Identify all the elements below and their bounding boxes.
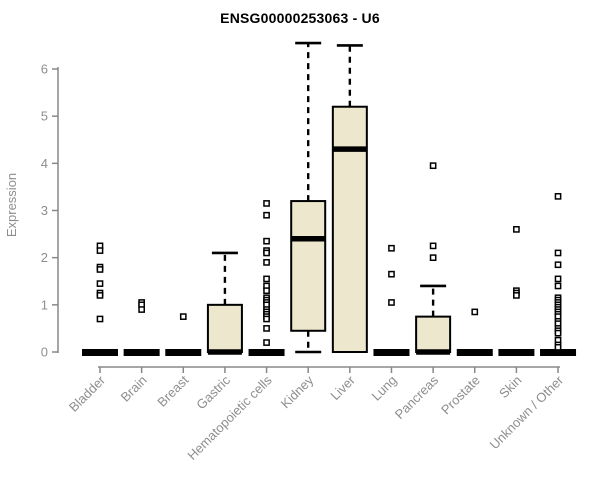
- box-group-kidney: [290, 41, 327, 354]
- y-tick-label: 6: [41, 61, 48, 76]
- outlier-point: [263, 237, 270, 245]
- box-group-gastric: [206, 251, 243, 355]
- box-group-skin: [498, 226, 535, 356]
- outlier-point: [388, 299, 395, 306]
- outlier-point: [179, 313, 187, 320]
- flat-box: [82, 349, 118, 356]
- outlier-point: [96, 280, 104, 287]
- box-rect: [206, 303, 243, 354]
- outlier-point: [263, 315, 270, 323]
- outlier-point: [96, 266, 104, 273]
- outlier-point: [263, 287, 270, 295]
- outlier-point: [263, 200, 270, 207]
- box-group-pancreas: [415, 162, 452, 355]
- box-group-breast: [165, 313, 202, 356]
- box-group-prostate: [456, 308, 493, 356]
- outlier-point: [554, 192, 562, 200]
- box-rect: [331, 105, 368, 353]
- x-tick-label-brain: Brain: [118, 373, 150, 405]
- flat-box: [456, 349, 493, 356]
- outlier-point: [263, 211, 270, 219]
- x-tick-label-kidney: Kidney: [278, 372, 317, 411]
- box-rect: [290, 200, 327, 332]
- flat-box: [373, 349, 410, 356]
- box-rect: [415, 315, 452, 354]
- outlier-point: [263, 259, 270, 266]
- outlier-point: [96, 315, 104, 323]
- flat-box: [123, 349, 160, 356]
- outlier-point: [263, 249, 270, 257]
- y-axis: 0 1 2 3 4 5 6: [41, 61, 59, 360]
- x-tick-label-breast: Breast: [154, 372, 191, 409]
- outlier-point: [429, 162, 437, 170]
- outlier-point: [388, 244, 395, 252]
- y-tick-label: 5: [41, 109, 48, 124]
- box-group-lung: [373, 244, 410, 356]
- outlier-point: [554, 343, 562, 351]
- outlier-point: [388, 270, 395, 278]
- flat-box: [540, 349, 577, 356]
- outlier-point: [471, 308, 479, 316]
- outlier-point: [96, 292, 104, 299]
- chart-title: ENSG00000253063 - U6: [220, 10, 380, 26]
- outlier-point: [96, 247, 104, 254]
- x-tick-label-pancreas: Pancreas: [392, 372, 442, 422]
- x-tick-label-gastric: Gastric: [193, 372, 233, 412]
- outlier-point: [513, 226, 520, 233]
- x-tick-label-bladder: Bladder: [66, 372, 109, 415]
- x-tick-label-lung: Lung: [369, 373, 400, 404]
- outlier-point: [554, 329, 562, 337]
- y-tick-label: 1: [41, 297, 48, 312]
- flat-box: [165, 349, 202, 356]
- box-group-bladder: [82, 242, 118, 356]
- outlier-point: [429, 254, 437, 262]
- y-tick-label: 0: [41, 345, 48, 360]
- box-group-brain: [123, 299, 160, 356]
- box-group-hematopoietic-cells: [248, 200, 285, 356]
- x-tick-label-unknown-other: Unknown / Other: [487, 372, 567, 452]
- outlier-point: [263, 339, 270, 346]
- y-tick-label: 2: [41, 250, 48, 265]
- flat-box: [498, 349, 535, 356]
- x-tick-label-skin: Skin: [496, 373, 524, 401]
- outlier-point: [554, 282, 562, 290]
- y-tick-label: 3: [41, 203, 48, 218]
- outlier-point: [513, 292, 520, 299]
- outlier-point: [138, 306, 145, 313]
- y-tick-label: 4: [41, 156, 48, 171]
- outlier-point: [429, 242, 437, 250]
- outlier-point: [554, 249, 562, 257]
- box-group-liver: [331, 44, 368, 353]
- x-tick-label-liver: Liver: [327, 372, 358, 403]
- flat-box: [248, 349, 285, 356]
- x-tick-label-prostate: Prostate: [438, 373, 483, 418]
- box-group-unknown-other: [540, 192, 577, 356]
- outlier-point: [263, 325, 270, 332]
- outlier-point: [554, 261, 562, 269]
- outlier-point: [554, 275, 562, 283]
- outlier-point: [263, 275, 270, 283]
